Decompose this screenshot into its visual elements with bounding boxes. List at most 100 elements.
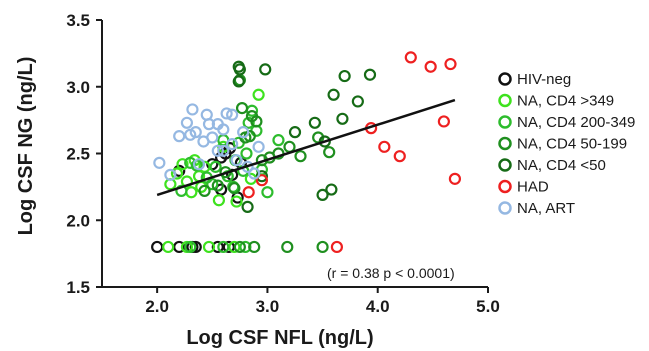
data-point: [424, 60, 437, 73]
data-point: [338, 69, 351, 83]
data-point: [153, 156, 166, 169]
x-tick-label: 4.0: [366, 297, 390, 316]
data-point: [226, 138, 239, 151]
data-point: [351, 95, 364, 108]
data-point: [252, 140, 265, 153]
x-tick-label: 3.0: [256, 297, 280, 316]
data-point: [316, 240, 329, 254]
data-point: [308, 116, 321, 129]
data-point: [272, 134, 285, 147]
data-point: [363, 68, 377, 81]
x-axis-ticks: 2.0 3.0 4.0 5.0: [145, 287, 500, 316]
data-point: [288, 126, 302, 139]
data-point: [252, 88, 265, 101]
data-point: [248, 167, 261, 180]
x-tick-label: 5.0: [476, 297, 500, 316]
legend-label: HAD: [517, 179, 549, 196]
data-point: [233, 63, 246, 76]
data-point: [232, 75, 245, 88]
y-tick-label: 2.5: [66, 145, 90, 164]
data-point: [294, 150, 307, 163]
legend-marker: [498, 93, 512, 108]
data-point: [325, 183, 338, 196]
legend-marker: [498, 201, 512, 215]
data-point: [198, 184, 211, 197]
data-point: [162, 240, 175, 254]
data-point: [233, 240, 246, 254]
legend-marker: [498, 115, 512, 129]
data-point: [245, 110, 259, 123]
data-point: [217, 240, 230, 254]
y-tick-label: 1.5: [66, 278, 90, 297]
data-point: [220, 107, 233, 120]
data-point: [241, 200, 254, 213]
legend: HIV-neg NA, CD4 >349 NA, CD4 200-349 NA, CD…: [498, 71, 635, 217]
legend-label: NA, CD4 >349: [517, 93, 614, 110]
data-point: [283, 140, 296, 153]
legend-marker: [498, 72, 512, 86]
data-point: [316, 188, 329, 201]
data-point: [192, 158, 206, 171]
data-point: [255, 174, 269, 187]
data-point: [184, 240, 197, 254]
data-point: [206, 158, 219, 171]
y-axis-ticks: 1.5 2.0 2.5 3.0 3.5: [66, 11, 102, 297]
data-point: [242, 116, 255, 129]
data-point: [330, 240, 344, 254]
data-point: [185, 186, 198, 199]
data-point: [281, 240, 294, 254]
data-point: [226, 108, 239, 121]
data-point: [404, 51, 417, 64]
data-point: [209, 160, 222, 173]
y-axis-title: Log CSF NG (ng/L): [15, 57, 37, 236]
data-point: [378, 140, 391, 153]
data-point: [239, 240, 252, 254]
y-tick-label: 3.0: [66, 78, 90, 97]
legend-label: NA, ART: [517, 200, 575, 217]
data-point: [211, 179, 224, 192]
legend-label: NA, CD4 200-349: [517, 114, 635, 131]
data-point: [323, 146, 336, 159]
legend-marker: [498, 136, 512, 151]
x-axis-title: Log CSF NFL (ng/L): [186, 327, 373, 349]
data-point: [318, 135, 331, 148]
data-point: [336, 112, 349, 125]
data-point: [217, 144, 230, 157]
correlation-annotation: (r = 0.38 p < 0.0001): [327, 265, 455, 281]
data-point: [393, 150, 406, 163]
data-point: [230, 154, 243, 167]
legend-label: NA, CD4 <50: [517, 157, 606, 174]
data-point: [444, 57, 457, 71]
y-tick-label: 2.0: [66, 211, 90, 230]
data-point: [240, 147, 253, 160]
legend-label: NA, CD4 50-199: [517, 136, 627, 153]
data-point: [151, 240, 164, 254]
data-point: [230, 195, 243, 208]
data-point: [206, 131, 219, 144]
data-point: [180, 116, 194, 129]
data-point: [261, 186, 274, 199]
x-tick-label: 2.0: [145, 297, 169, 316]
data-point: [248, 240, 261, 254]
data-point: [189, 126, 202, 139]
data-point: [242, 186, 255, 199]
data-point: [206, 178, 219, 191]
y-tick-label: 3.5: [66, 11, 90, 30]
data-point: [237, 126, 250, 139]
data-point: [170, 167, 184, 180]
regression-line: [156, 98, 456, 197]
data-point: [212, 194, 226, 207]
data-point: [211, 144, 224, 157]
data-point: [164, 168, 177, 181]
data-point: [448, 172, 462, 185]
data-points: [151, 51, 462, 254]
data-point: [255, 170, 269, 183]
legend-marker: [498, 158, 512, 172]
data-point: [189, 240, 202, 254]
data-point: [176, 158, 189, 171]
data-point: [200, 108, 213, 121]
data-point: [327, 88, 340, 101]
plot-area: 1.5 2.0 2.5 3.0 3.5 2.0 3.0 4.0 5.0 (r = 0.38 p…: [66, 11, 499, 316]
data-point: [202, 240, 216, 254]
